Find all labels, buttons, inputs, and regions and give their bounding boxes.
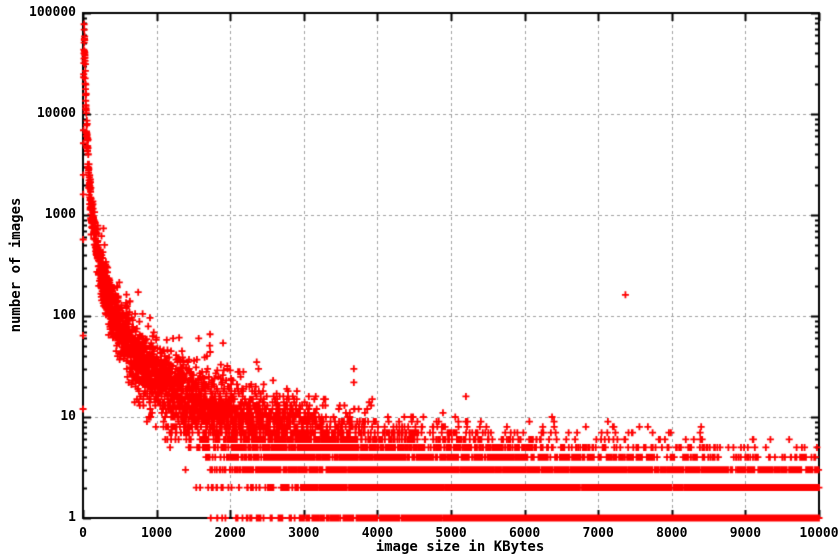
x-tick-label-6000: 6000 [508,526,541,541]
y-tick-label-10000: 10000 [36,106,76,121]
x-tick-label-7000: 7000 [582,526,614,541]
y-tick-label-100: 100 [52,308,76,323]
x-tick-label-3000: 3000 [288,526,320,541]
y-tick-label-1: 1 [68,510,76,525]
y-tick-label-10: 10 [60,409,76,424]
x-tick-label-4000: 4000 [361,526,394,541]
x-tick-label-2000: 2000 [214,526,246,541]
x-axis-title: image size in KBytes [375,539,545,555]
x-tick-label-0: 0 [79,526,87,541]
y-tick-label-1000: 1000 [44,207,76,222]
x-tick-label-1000: 1000 [140,526,173,541]
y-tick-label-100000: 100000 [29,5,76,20]
x-tick-label-10000: 10000 [799,526,839,541]
x-tick-label-9000: 9000 [729,526,762,541]
y-axis-title: number of images [8,197,24,333]
x-tick-label-5000: 5000 [435,526,467,541]
x-tick-label-8000: 8000 [656,526,688,541]
